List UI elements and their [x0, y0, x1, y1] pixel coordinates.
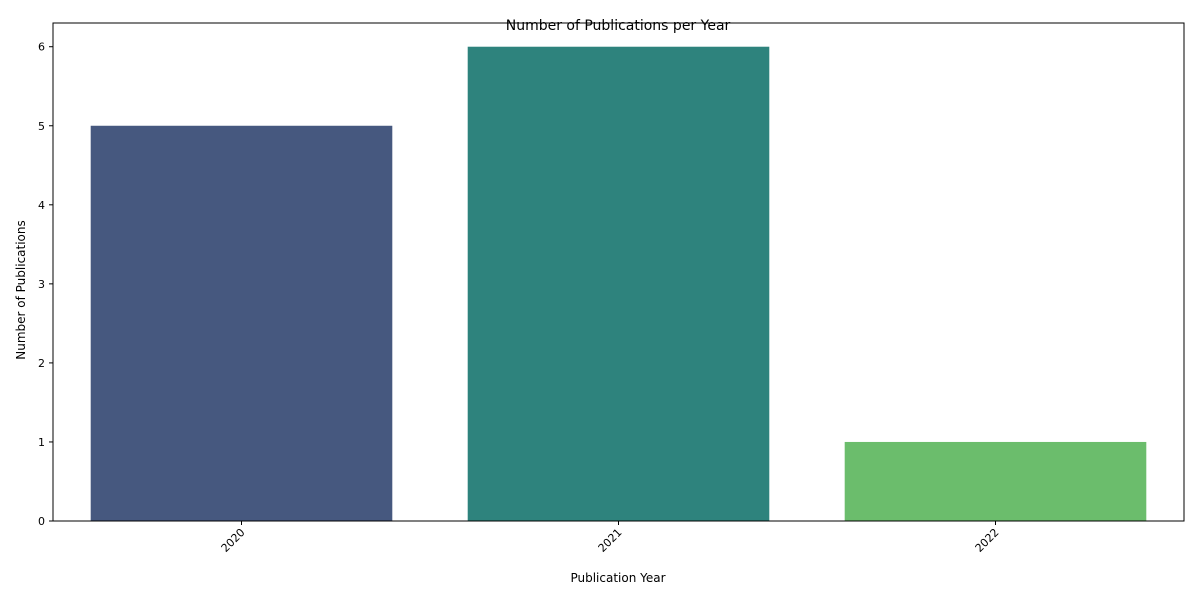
y-tick-label: 2 [38, 357, 45, 370]
chart-title: Number of Publications per Year [506, 18, 731, 34]
bar-2021 [467, 46, 770, 521]
bars-layer [90, 46, 1147, 521]
y-tick-label: 6 [38, 41, 45, 54]
plot-frame [52, 22, 1185, 522]
x-tick-label: 2021 [596, 526, 625, 555]
y-tick-label: 1 [38, 436, 45, 449]
bar-2022 [844, 441, 1147, 521]
plot-border [52, 22, 1185, 522]
y-tick-label: 3 [38, 278, 45, 291]
x-axis-label: Publication Year [570, 571, 665, 585]
bar-2020 [90, 125, 393, 521]
y-tick-label: 0 [38, 515, 45, 528]
y-tick-label: 4 [38, 199, 45, 212]
y-tick-label: 5 [38, 120, 45, 133]
x-tick-label: 2020 [219, 526, 248, 555]
x-tick-label: 2022 [973, 526, 1002, 555]
y-axis-label: Number of Publications [14, 220, 28, 360]
x-axis-ticks: 2020 2021 2022 [219, 521, 1002, 555]
y-axis-ticks: 0 1 2 3 4 5 6 [38, 41, 53, 528]
